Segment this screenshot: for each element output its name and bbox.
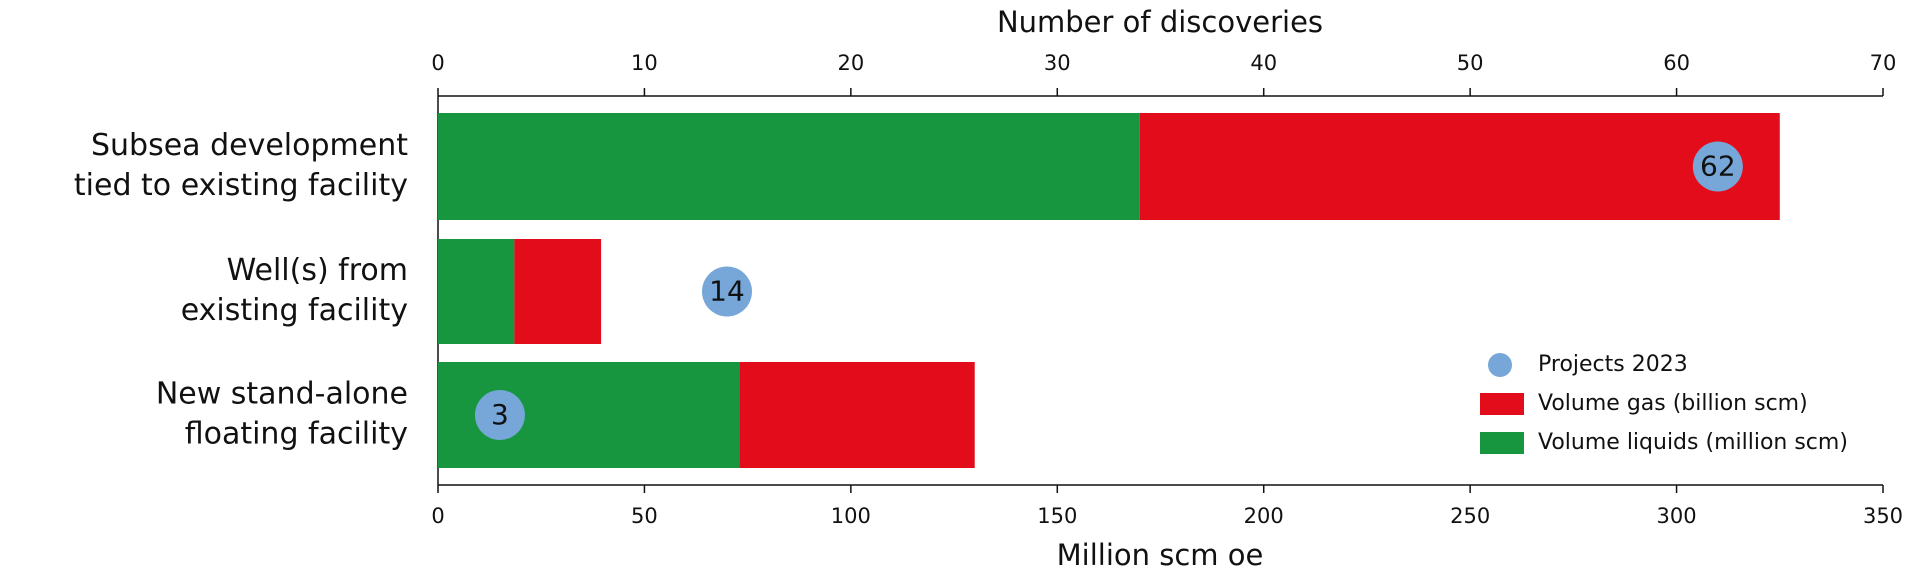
bar-segment — [514, 239, 602, 344]
x2-tick-label: 70 — [1870, 51, 1897, 75]
category-label: New stand-alone — [156, 377, 408, 412]
bar-segment — [438, 113, 1140, 220]
x-tick-label: 0 — [431, 504, 444, 528]
legend-marker — [1488, 353, 1512, 377]
bubble-label: 14 — [709, 275, 745, 308]
x-tick-label: 350 — [1863, 504, 1903, 528]
bar-segment — [739, 362, 975, 468]
x2-tick-label: 60 — [1663, 51, 1690, 75]
x-tick-label: 50 — [631, 504, 658, 528]
x-tick-label: 200 — [1244, 504, 1284, 528]
x2-tick-label: 0 — [431, 51, 444, 75]
bubble-label: 62 — [1700, 150, 1736, 183]
legend-label: Volume liquids (million scm) — [1538, 430, 1848, 455]
x2-tick-label: 10 — [631, 51, 658, 75]
category-label: Subsea development — [91, 128, 408, 163]
category-label: Well(s) from — [227, 253, 408, 288]
category-label: existing facility — [181, 293, 408, 328]
category-label: floating facility — [185, 417, 408, 452]
x-axis-title: Million scm oe — [1057, 538, 1264, 572]
x2-axis-title: Number of discoveries — [997, 5, 1323, 39]
x2-tick-label: 20 — [837, 51, 864, 75]
bubble — [1692, 141, 1743, 192]
bar-segment — [1139, 113, 1780, 220]
x2-tick-label: 30 — [1044, 51, 1071, 75]
category-label: tied to existing facility — [74, 168, 408, 203]
x2-tick-label: 40 — [1250, 51, 1277, 75]
legend-swatch — [1480, 393, 1524, 415]
legend-swatch — [1480, 432, 1524, 454]
bubble — [474, 390, 525, 440]
x-tick-label: 300 — [1657, 504, 1697, 528]
x-tick-label: 250 — [1450, 504, 1490, 528]
legend-label: Volume gas (billion scm) — [1538, 391, 1808, 416]
bubble — [702, 266, 752, 317]
x2-tick-label: 50 — [1457, 51, 1484, 75]
legend-label: Projects 2023 — [1538, 352, 1688, 377]
x-tick-label: 100 — [831, 504, 871, 528]
bubble-label: 3 — [491, 398, 509, 431]
bar-segment — [438, 239, 515, 344]
x-tick-label: 150 — [1037, 504, 1077, 528]
